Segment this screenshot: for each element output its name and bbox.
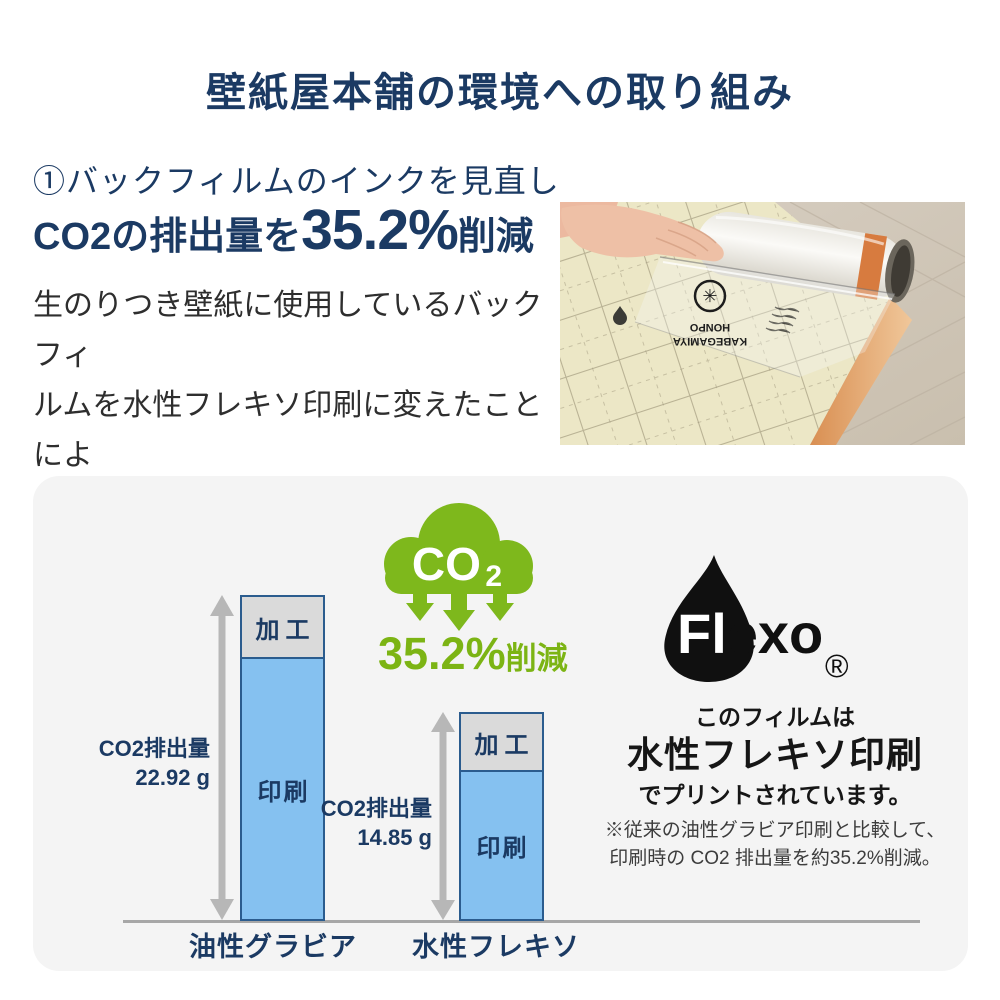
registered-mark: ®	[825, 648, 849, 684]
cloud-sub-text: 2	[485, 560, 502, 593]
bar-water-flexo: 加工 印刷	[459, 712, 544, 921]
co2-statement-suffix: 削減	[457, 216, 534, 258]
left-measure-arrow	[210, 595, 234, 920]
right-measure-arrow	[431, 712, 455, 920]
axis-label-water-flexo: 水性フレキソ	[412, 932, 580, 962]
reduction-suffix: 削減	[505, 641, 568, 676]
flexo-footnote-line1: ※従来の油性グラビア印刷と比較して、	[604, 820, 946, 841]
cloud-co-text: CO	[412, 538, 481, 590]
right-total-value: 14.85 g	[357, 825, 432, 850]
flexo-brand-rest: exo	[726, 602, 824, 665]
page-title: 壁紙屋本舗の環境への取り組み	[206, 71, 794, 115]
transparent-film	[635, 257, 895, 377]
film-print-marks	[765, 306, 800, 334]
flexo-footnote-line2: 印刷時の CO2 排出量を約35.2%削減。	[609, 848, 941, 869]
hand	[560, 202, 724, 262]
axis-label-oil-gravure: 油性グラビア	[189, 932, 357, 962]
left-total-caption: CO2排出量	[98, 736, 210, 761]
product-photo: KABEGAMIYA HONPO ✳	[560, 202, 965, 445]
bar-segment-printing: 印刷	[242, 659, 323, 919]
svg-text:✳: ✳	[702, 285, 717, 305]
bar-oil-gravure: 加工 印刷	[240, 595, 325, 921]
film-brand-mark: KABEGAMIYA HONPO ✳	[673, 279, 747, 347]
flexo-caption-line2: 水性フレキソ印刷	[626, 734, 923, 775]
svg-text:CO 2: CO 2	[412, 538, 502, 593]
reduction-value: 35.2%	[378, 628, 506, 679]
chart-baseline	[123, 920, 920, 923]
flexo-brand-text: Flexo	[677, 604, 823, 664]
co2-cloud-icon: CO 2	[384, 503, 533, 631]
film-roll	[696, 211, 915, 303]
sheet-orange-edge	[810, 297, 912, 445]
section-heading: ①バックフィルムのインクを見直し	[33, 163, 560, 199]
bar-segment-processing: 加工	[242, 597, 323, 659]
bar-segment-processing: 加工	[461, 714, 542, 772]
intro-paragraph-line: 生のりつき壁紙に使用しているバックフィ	[33, 289, 543, 372]
film-brand-line1: KABEGAMIYA	[673, 335, 747, 347]
film-brand-line2: HONPO	[689, 321, 730, 333]
flexo-caption-line1: このフィルムは	[694, 704, 856, 730]
bar-segment-printing: 印刷	[461, 772, 542, 919]
segment-label: 加工	[255, 616, 316, 644]
co2-statement: CO2の排出量を 35.2% 削減	[33, 197, 534, 263]
intro-paragraph-line: ルムを水性フレキソ印刷に変えたことによ	[33, 389, 543, 472]
segment-label: 印刷	[476, 835, 529, 862]
co2-comparison-card: 加工 印刷 CO2排出量 22.92 g 加工 印刷	[33, 476, 968, 971]
reduction-label: 35.2% 削減	[378, 628, 568, 680]
segment-label: 印刷	[257, 778, 310, 806]
left-total-value: 22.92 g	[135, 765, 210, 790]
flexo-drop-icon	[664, 555, 754, 682]
flexo-brand-on-drop: Fl	[677, 602, 727, 665]
right-total-caption: CO2排出量	[320, 796, 432, 821]
co2-statement-value: 35.2%	[301, 198, 459, 262]
co2-statement-prefix: CO2の排出量を	[33, 216, 302, 258]
flexo-caption-line3: でプリントされています。	[638, 782, 912, 808]
segment-label: 加工	[474, 731, 535, 759]
film-drop-mark	[613, 306, 627, 325]
right-total-label: CO2排出量 14.85 g	[285, 794, 432, 852]
left-total-label: CO2排出量 22.92 g	[63, 734, 210, 792]
